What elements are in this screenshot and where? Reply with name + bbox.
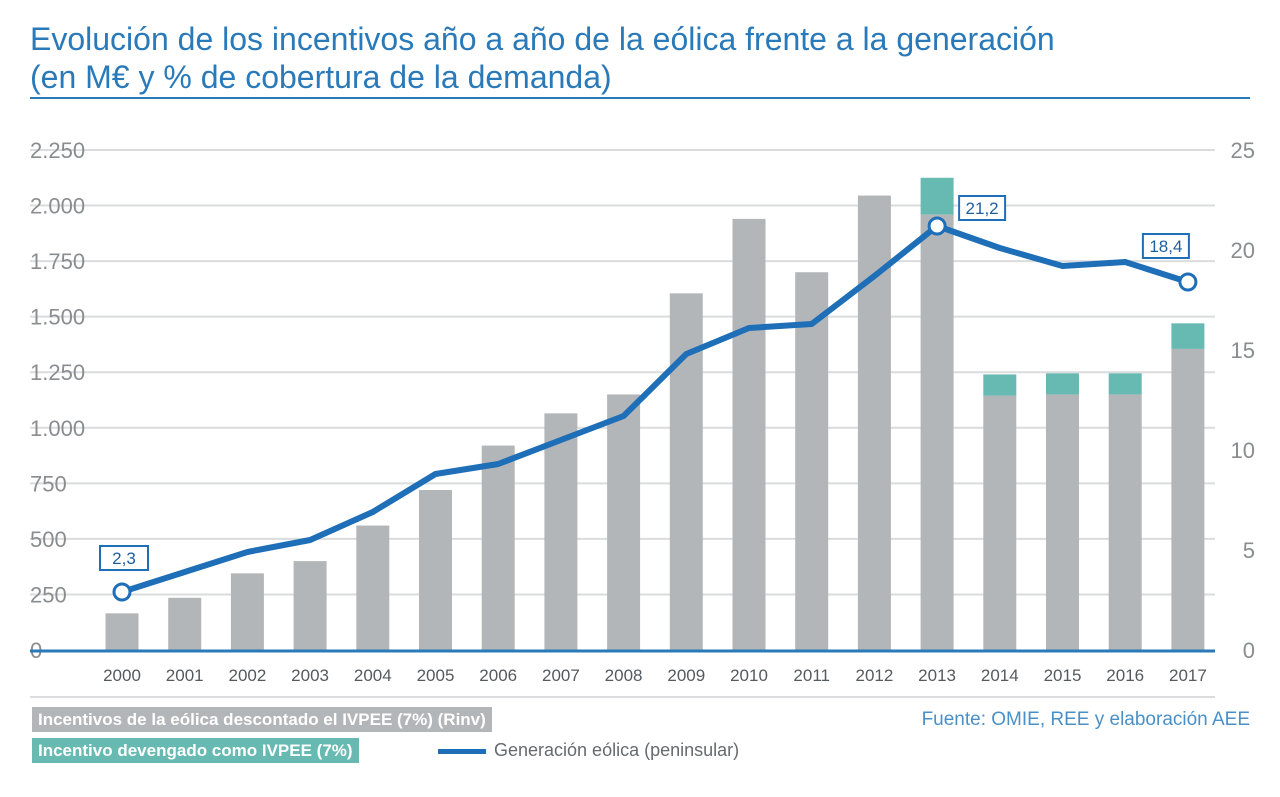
y-left-tick-label: 1.500 <box>30 305 85 330</box>
x-tick-label: 2012 <box>855 666 893 685</box>
data-label-box <box>958 195 1007 221</box>
legend-gray-bar: Incentivos de la eólica descontado el IV… <box>32 707 492 732</box>
x-tick-label: 2010 <box>730 666 768 685</box>
x-tick-label: 2009 <box>667 666 705 685</box>
y-left-tick-label: 1.000 <box>30 416 85 441</box>
y-right-tick-label: 15 <box>1231 338 1255 363</box>
bar-ivpee <box>1108 373 1142 395</box>
x-tick-label: 2000 <box>103 666 141 685</box>
data-label: 18,4 <box>1149 237 1182 256</box>
data-label-box <box>1141 233 1190 259</box>
bar-rinv <box>732 218 766 650</box>
source-note: Fuente: OMIE, REE y elaboración AEE <box>921 709 1250 730</box>
y-left-tick-label: 2.000 <box>30 194 85 219</box>
legend-line-label: Generación eólica (peninsular) <box>494 740 740 760</box>
bar-rinv <box>544 413 578 650</box>
bar-rinv <box>168 597 202 650</box>
y-right-tick-label: 20 <box>1231 238 1255 263</box>
bar-rinv <box>481 445 515 650</box>
legend-line-swatch <box>438 749 486 754</box>
x-tick-label: 2015 <box>1044 666 1082 685</box>
legend-teal-bar: Incentivo devengado como IVPEE (7%) <box>32 738 359 763</box>
bar-rinv <box>230 573 264 650</box>
y-left-tick-label: 500 <box>30 527 67 552</box>
x-tick-label: 2001 <box>166 666 204 685</box>
y-left-tick-label: 1.250 <box>30 360 85 385</box>
bar-rinv <box>1046 394 1079 650</box>
x-tick-label: 2017 <box>1169 666 1207 685</box>
title-underline <box>30 97 1250 99</box>
x-tick-label: 2014 <box>981 666 1019 685</box>
bar-ivpee <box>983 374 1017 396</box>
line-point-marker <box>112 582 132 602</box>
y-right-tick-label: 25 <box>1231 138 1255 163</box>
line-point-marker <box>1178 272 1198 292</box>
line-point-marker <box>927 216 947 236</box>
bar-rinv <box>795 272 829 650</box>
data-label-box <box>99 545 149 571</box>
bar-ivpee <box>1046 373 1079 395</box>
bar-rinv <box>607 394 641 650</box>
bar-rinv <box>293 561 327 650</box>
y-left-tick-label: 2.250 <box>30 138 85 163</box>
bar-rinv <box>356 525 390 650</box>
x-tick-label: 2013 <box>918 666 956 685</box>
x-tick-label: 2006 <box>479 666 517 685</box>
x-tick-label: 2004 <box>354 666 392 685</box>
x-tick-label: 2007 <box>542 666 580 685</box>
bar-rinv <box>105 613 139 650</box>
bar-rinv <box>920 214 954 650</box>
x-tick-label: 2005 <box>417 666 455 685</box>
bar-ivpee <box>920 177 954 215</box>
bar-rinv <box>857 195 891 651</box>
x-tick-label: 2003 <box>291 666 329 685</box>
bar-rinv <box>1171 348 1205 650</box>
data-label: 2,3 <box>112 549 136 568</box>
y-left-tick-label: 250 <box>30 582 67 607</box>
chart-title-line-2: (en M€ y % de cobertura de la demanda) <box>30 59 612 95</box>
chart-title-line-1: Evolución de los incentivos año a año de… <box>30 21 1055 57</box>
x-tick-label: 2016 <box>1106 666 1144 685</box>
bar-rinv <box>1108 394 1142 650</box>
bar-rinv <box>983 395 1017 650</box>
x-tick-label: 2011 <box>793 666 830 685</box>
y-left-tick-label: 750 <box>30 471 67 496</box>
y-right-tick-label: 5 <box>1243 538 1255 563</box>
y-left-tick-label: 1.750 <box>30 249 85 274</box>
y-right-tick-label: 0 <box>1243 638 1255 663</box>
y-right-tick-label: 10 <box>1231 438 1255 463</box>
bar-ivpee <box>1171 323 1205 349</box>
line-generacion <box>119 223 1191 595</box>
data-label: 21,2 <box>966 199 999 218</box>
chart-title: Evolución de los incentivos año a año de… <box>30 20 1260 96</box>
x-tick-label: 2008 <box>605 666 643 685</box>
x-tick-label: 2002 <box>228 666 266 685</box>
bar-rinv <box>419 490 452 650</box>
